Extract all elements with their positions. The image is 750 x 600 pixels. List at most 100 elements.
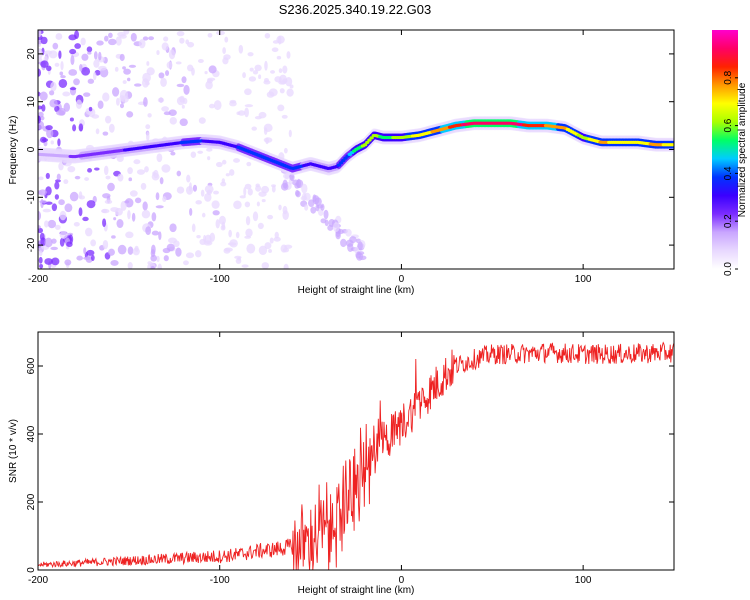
spectrogram-noise-blob [278, 204, 282, 211]
spectrogram-noise-blob [277, 104, 285, 112]
spectrogram-noise-blob [204, 185, 214, 194]
spectrogram-noise-blob [263, 137, 273, 143]
spectrogram-noise-blob [54, 62, 60, 67]
spectrogram-noise-blob [127, 210, 131, 220]
spectrogram-noise-blob [133, 159, 141, 165]
spectrogram-noise-blob [83, 247, 87, 255]
spectrogram-noise-blob [208, 65, 217, 74]
spectrogram-noise-blob [107, 182, 115, 192]
spectrogram-noise-blob [50, 81, 57, 92]
spectrogram-y-label: Frequency (Hz) [8, 116, 19, 185]
spectrogram-noise-blob [150, 254, 157, 262]
spectrogram-noise-blob [261, 198, 266, 203]
spectrogram-noise-blob [237, 110, 246, 116]
spectrogram-noise-blob [175, 61, 182, 65]
spectrogram-noise-blob [244, 107, 249, 118]
spectrogram-noise-blob [228, 229, 232, 238]
spectrogram-noise-blob [39, 91, 48, 101]
spectrogram-noise-blob [169, 223, 177, 233]
spectrogram-noise-blob [39, 200, 47, 204]
snr-y-label: SNR (10 * v/v) [8, 419, 19, 483]
spectrogram-noise-blob [181, 76, 187, 84]
spectrogram-noise-blob [73, 78, 80, 86]
spectrogram-noise-blob [310, 206, 317, 214]
spectrogram-noise-blob [120, 200, 127, 211]
spectrogram-noise-blob [87, 168, 93, 173]
spectrogram-noise-blob [95, 128, 100, 135]
spectrogram-noise-blob [117, 31, 126, 37]
spectrogram-noise-blob [291, 179, 300, 186]
snr-panel: -200 -100 0 100 0 200 400 600 Height of straig… [8, 331, 675, 596]
spectrogram-noise-blob [244, 104, 254, 108]
spectrogram-noise-blob [86, 200, 96, 209]
spectrogram-noise-blob [69, 117, 74, 122]
spectrogram-noise-blob [104, 35, 109, 42]
spectrogram-noise-blob [57, 138, 61, 147]
spectrogram-noise-blob [198, 117, 206, 124]
spectrogram-noise-blob [204, 71, 208, 75]
spectrogram-noise-blob [183, 84, 190, 95]
spectrogram-noise-blob [82, 216, 89, 222]
spectrogram-noise-blob [207, 156, 211, 161]
spectrogram-noise-blob [38, 48, 42, 52]
spectrogram-noise-blob [123, 68, 131, 75]
spectrogram-noise-blob [108, 38, 117, 46]
spectrogram-noise-blob [256, 201, 260, 207]
spectrogram-noise-blob [229, 239, 238, 248]
spectrogram-noise-blob [264, 32, 271, 39]
spectrogram-noise-blob [117, 244, 127, 255]
spectrogram-noise-blob [119, 89, 129, 100]
spectrogram-noise-blob [340, 238, 347, 248]
snr-frame [37, 331, 675, 571]
spectrogram-noise-blob [288, 129, 292, 138]
colorbar: 0.0 0.2 0.4 0.6 0.8 Normalized spectral ampl… [712, 30, 748, 276]
spectrogram-noise-blob [55, 179, 61, 183]
spectrogram-noise-blob [140, 182, 147, 190]
spectrogram-noise-blob [136, 169, 146, 175]
spectrogram-noise-blob [43, 50, 53, 55]
spectrogram-noise-blob [42, 208, 51, 213]
spectrogram-noise-blob [191, 223, 196, 233]
spectrogram-noise-blob [146, 131, 150, 142]
spectrogram-noise-blob [74, 30, 80, 39]
spectrogram-noise-blob [252, 211, 259, 222]
spectrogram-noise-blob [157, 263, 162, 269]
spectrogram-noise-blob [38, 30, 42, 38]
spectrogram-noise-blob [67, 165, 76, 173]
spectrogram-noise-blob [59, 71, 64, 76]
spectrogram-noise-blob [289, 84, 294, 89]
spectrogram-noise-blob [122, 66, 126, 70]
spectrogram-noise-blob [163, 111, 171, 116]
snr-x-tick-label: 0 [399, 575, 405, 586]
spectrogram-noise-blob [38, 68, 42, 77]
spectrogram-noise-blob [151, 230, 160, 236]
spectrogram-noise-blob [132, 247, 140, 256]
spectrogram-noise-blob [242, 72, 246, 79]
spectrogram-noise-blob [261, 185, 270, 194]
spectrogram-noise-blob [46, 65, 52, 72]
spectrogram-noise-blob [221, 178, 226, 184]
spectrogram-noise-blob [79, 64, 83, 72]
spectrogram-noise-blob [161, 42, 169, 51]
spectrogram-noise-blob [189, 207, 193, 216]
spectrogram-noise-blob [44, 258, 53, 265]
spectrogram-noise-blob [72, 124, 77, 132]
spectrogram-ridge-core [336, 163, 342, 167]
spectrogram-noise-blob [44, 220, 49, 228]
spectrogram-noise-blob [117, 173, 124, 182]
spectrogram-noise-blob [97, 100, 104, 109]
spectrogram-ridge-core [341, 158, 346, 163]
spectrogram-noise-blob [269, 237, 274, 244]
colorbar-ticks: 0.0 0.2 0.4 0.6 0.8 [723, 70, 738, 276]
spectrogram-noise-blob [157, 97, 165, 103]
spectrogram-noise-blob [168, 49, 176, 60]
spectrogram-noise-blob [59, 230, 68, 239]
spectrogram-noise-blob [304, 204, 309, 211]
spectrogram-noise-blob [246, 243, 256, 254]
spectrogram-noise-blob [257, 222, 264, 230]
spectrogram-noise-blob [278, 68, 283, 74]
spectrogram-noise-blob [282, 65, 288, 74]
spectrogram-noise-blob [62, 91, 71, 97]
spectrogram-noise-blob [70, 55, 75, 66]
spectrogram-noise-blob [108, 248, 115, 256]
